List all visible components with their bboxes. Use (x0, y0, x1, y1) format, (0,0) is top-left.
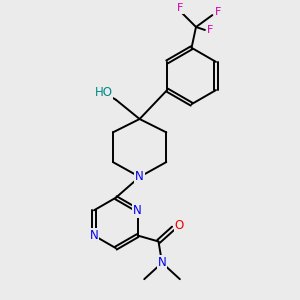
Text: F: F (176, 3, 183, 13)
Text: F: F (214, 7, 221, 17)
Text: N: N (135, 170, 144, 183)
Text: N: N (133, 204, 142, 217)
Text: N: N (90, 229, 98, 242)
Text: F: F (207, 25, 213, 35)
Text: HO: HO (94, 86, 112, 99)
Text: O: O (175, 219, 184, 232)
Text: N: N (158, 256, 167, 269)
